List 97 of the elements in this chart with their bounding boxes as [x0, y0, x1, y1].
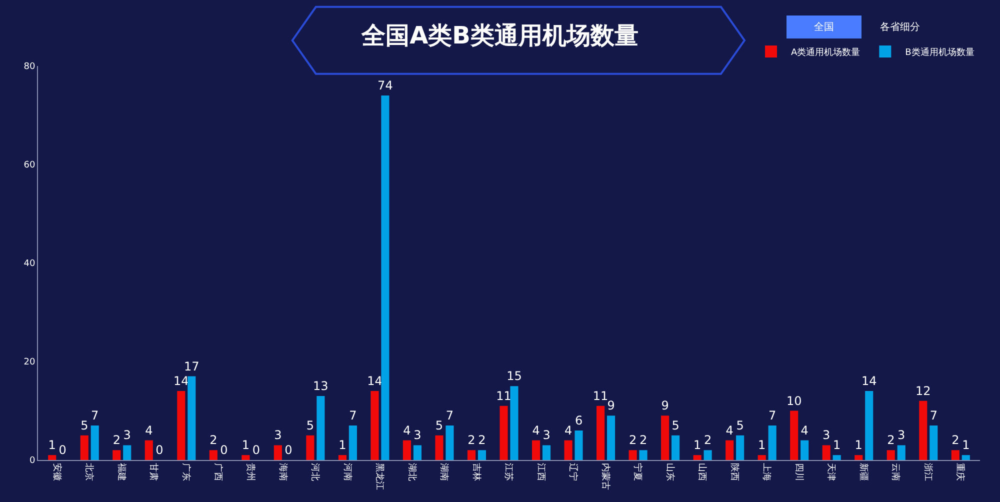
legend-label: A类通用机场数量 [791, 47, 860, 58]
x-tick-label: 云南 [890, 462, 902, 481]
x-tick-label: 河北 [310, 462, 321, 481]
x-tick-label: 江西 [535, 462, 546, 481]
data-label: 3 [822, 428, 830, 442]
chart-title: 全国A类B类通用机场数量 [360, 22, 638, 50]
data-label: 7 [446, 408, 454, 423]
x-tick-label: 江苏 [503, 462, 514, 481]
data-label: 2 [952, 433, 960, 448]
x-tick-label: 重庆 [954, 462, 966, 481]
data-label: 2 [628, 433, 637, 448]
x-tick-label: 宁夏 [632, 462, 644, 481]
y-tick-label: 0 [29, 456, 36, 466]
data-label: 11 [496, 388, 512, 403]
x-tick-label: 贵州 [244, 462, 256, 481]
data-label: 9 [661, 398, 669, 413]
data-label: 4 [726, 423, 734, 438]
x-tick-label: 内蒙古 [600, 462, 611, 490]
data-label: 3 [274, 428, 282, 442]
y-tick-label: 40 [24, 259, 36, 270]
x-tick-label: 新疆 [858, 462, 869, 481]
data-label: 5 [736, 418, 744, 432]
data-label: 5 [306, 418, 314, 432]
x-tick-label: 山西 [696, 462, 708, 481]
data-label: 4 [532, 423, 540, 438]
x-tick-label: 湖北 [406, 462, 418, 481]
x-tick-label: 黑龙江 [374, 462, 386, 490]
x-tick-label: 广西 [212, 462, 224, 481]
data-label: 3 [123, 428, 131, 442]
data-label: 1 [338, 438, 346, 452]
x-tick-label: 吉林 [470, 462, 482, 481]
data-label: 3 [542, 428, 550, 442]
data-label: 0 [252, 443, 260, 457]
data-label: 0 [58, 443, 66, 457]
data-label: 1 [242, 438, 250, 452]
data-label: 1 [48, 438, 56, 452]
data-label: 7 [91, 408, 99, 423]
x-tick-label: 四川 [793, 462, 804, 481]
legend-label: B类通用机场数量 [905, 47, 974, 58]
x-tick-label: 天津 [826, 462, 837, 481]
data-label: 1 [694, 438, 702, 452]
data-label: 2 [704, 433, 712, 448]
data-label: 10 [786, 394, 802, 408]
x-tick-label: 上海 [761, 462, 772, 481]
data-label: 2 [468, 433, 476, 448]
data-label: 0 [284, 443, 292, 457]
data-label: 74 [378, 78, 393, 93]
data-label: 4 [800, 423, 808, 438]
data-label: 2 [639, 433, 648, 448]
y-tick-label: 60 [24, 160, 36, 171]
x-tick-label: 广东 [180, 462, 192, 481]
data-label: 0 [156, 443, 164, 457]
data-label: 7 [768, 408, 776, 423]
x-tick-label: 福建 [116, 462, 127, 481]
x-tick-label: 安徽 [51, 462, 62, 481]
data-label: 7 [349, 408, 357, 423]
data-label: 4 [403, 423, 411, 438]
y-tick-label: 80 [24, 62, 36, 72]
data-label: 6 [574, 413, 583, 428]
data-label: 4 [564, 423, 572, 438]
x-tick-label: 甘肃 [148, 462, 160, 481]
data-label: 3 [414, 428, 422, 442]
x-tick-label: 湖南 [438, 462, 450, 481]
data-label: 4 [145, 423, 153, 438]
data-label: 7 [930, 408, 938, 423]
data-label: 14 [367, 374, 382, 388]
x-tick-label: 浙江 [922, 462, 934, 481]
data-label: 11 [592, 388, 608, 403]
data-label: 2 [887, 433, 895, 448]
text: 全国 [814, 21, 834, 33]
text: 各省细分 [880, 21, 920, 33]
data-label: 1 [962, 438, 970, 452]
data-label: 5 [80, 418, 88, 432]
data-label: 2 [112, 433, 120, 448]
x-tick-label: 辽宁 [568, 462, 579, 481]
data-label: 2 [210, 433, 218, 448]
data-label: 15 [506, 369, 522, 384]
data-label: 2 [478, 433, 486, 448]
data-label: 5 [672, 418, 680, 432]
data-label: 5 [435, 418, 444, 432]
data-label: 3 [898, 428, 906, 442]
data-label: 12 [916, 384, 931, 398]
data-label: 1 [758, 438, 766, 452]
data-label: 13 [313, 378, 328, 393]
x-tick-label: 海南 [277, 462, 288, 481]
y-tick-label: 20 [24, 358, 36, 368]
data-label: 14 [861, 374, 877, 388]
data-label: 1 [833, 438, 841, 452]
data-label: 0 [220, 443, 228, 457]
data-label: 14 [174, 374, 189, 388]
x-tick-label: 陕西 [728, 462, 740, 481]
x-tick-label: 山东 [664, 462, 676, 481]
data-label: 1 [854, 438, 862, 452]
x-tick-label: 河南 [342, 462, 353, 481]
x-tick-label: 北京 [84, 462, 95, 481]
data-label: 17 [184, 359, 200, 374]
data-label: 9 [607, 398, 615, 413]
